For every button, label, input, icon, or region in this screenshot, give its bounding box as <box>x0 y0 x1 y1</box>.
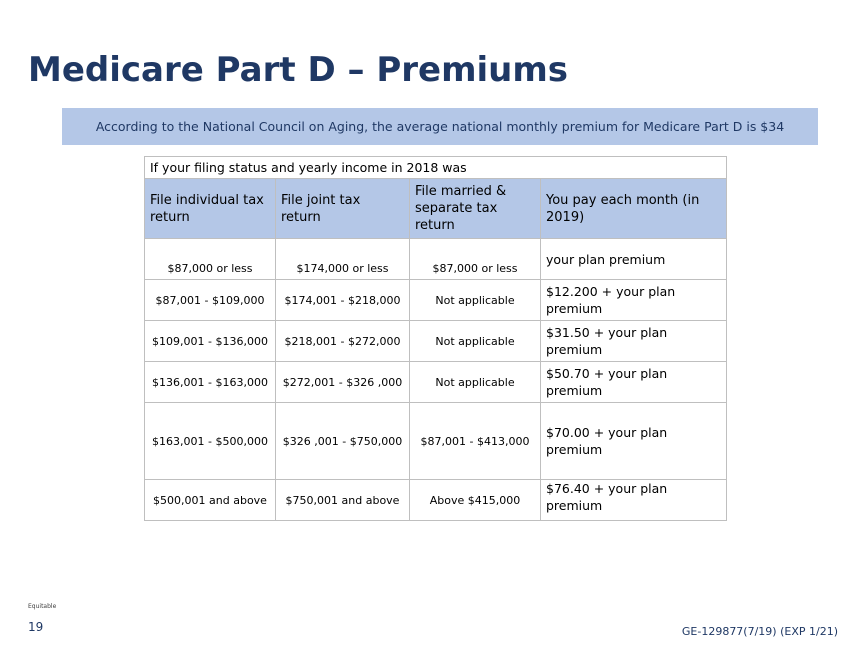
cell-monthly-pay: $70.00 + your plan premium <box>539 402 728 480</box>
cell-individual: $136,001 - $163,000 <box>144 361 276 403</box>
cell-joint: $174,001 - $218,000 <box>275 279 410 321</box>
cell-married-separate: $87,001 - $413,000 <box>409 402 541 480</box>
cell-monthly-pay: your plan premium <box>539 238 728 280</box>
table-caption: If your filing status and yearly income … <box>143 156 728 179</box>
info-banner: According to the National Council on Agi… <box>62 108 818 145</box>
header-individual: File individual tax return <box>144 178 276 239</box>
table-row: $87,000 or less $174,000 or less $87,000… <box>144 238 728 280</box>
table-row: $136,001 - $163,000 $272,001 - $326 ,000… <box>144 361 728 403</box>
header-monthly-pay: You pay each month (in 2019) <box>539 178 728 239</box>
brand-label: Equitable <box>28 603 57 610</box>
cell-married-separate: Not applicable <box>409 279 541 321</box>
cell-joint: $174,000 or less <box>275 238 410 280</box>
cell-married-separate: $87,000 or less <box>409 238 541 280</box>
cell-individual: $87,001 - $109,000 <box>144 279 276 321</box>
table-row: $163,001 - $500,000 $326 ,001 - $750,000… <box>144 402 728 480</box>
cell-joint: $218,001 - $272,000 <box>275 320 410 362</box>
table-row: $87,001 - $109,000 $174,001 - $218,000 N… <box>144 279 728 321</box>
cell-individual: $500,001 and above <box>144 479 276 521</box>
table-caption-row: If your filing status and yearly income … <box>143 156 728 179</box>
page-title: Medicare Part D – Premiums <box>28 50 569 90</box>
cell-monthly-pay: $12.200 + your plan premium <box>539 279 728 321</box>
table-row: $109,001 - $136,000 $218,001 - $272,000 … <box>144 320 728 362</box>
cell-individual: $87,000 or less <box>144 238 276 280</box>
page-number: 19 <box>28 620 44 634</box>
header-joint: File joint tax return <box>275 178 410 239</box>
cell-joint: $326 ,001 - $750,000 <box>275 402 410 480</box>
cell-individual: $163,001 - $500,000 <box>144 402 276 480</box>
header-married-separate: File married & separate tax return <box>409 178 541 239</box>
table-row: $500,001 and above $750,001 and above Ab… <box>144 479 728 521</box>
cell-monthly-pay: $31.50 + your plan premium <box>539 320 728 362</box>
premium-table: If your filing status and yearly income … <box>143 156 728 521</box>
table-header-row: File individual tax return File joint ta… <box>144 178 728 239</box>
document-code: GE-129877(7/19) (EXP 1/21) <box>681 625 838 638</box>
cell-joint: $750,001 and above <box>275 479 410 521</box>
cell-monthly-pay: $76.40 + your plan premium <box>539 479 728 521</box>
cell-married-separate: Above $415,000 <box>409 479 541 521</box>
cell-individual: $109,001 - $136,000 <box>144 320 276 362</box>
cell-married-separate: Not applicable <box>409 320 541 362</box>
cell-joint: $272,001 - $326 ,000 <box>275 361 410 403</box>
cell-monthly-pay: $50.70 + your plan premium <box>539 361 728 403</box>
cell-married-separate: Not applicable <box>409 361 541 403</box>
